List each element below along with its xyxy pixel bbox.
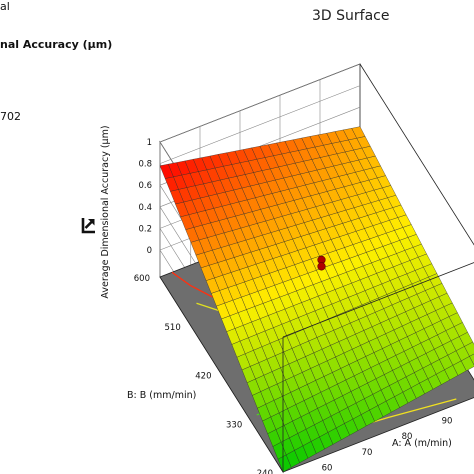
floor-contour xyxy=(171,271,213,298)
surface-cell xyxy=(469,353,474,366)
y-tick-label: 420 xyxy=(195,372,211,382)
x-axis-label: A: A (m/min) xyxy=(392,438,452,449)
x-tick-label: 80 xyxy=(402,432,413,442)
side-panel-line-2: nal Accuracy (µm) xyxy=(0,38,113,51)
side-panel-line-3: 702 xyxy=(0,110,21,123)
back-grid-line xyxy=(159,85,361,164)
external-link-icon[interactable] xyxy=(78,214,100,236)
chart-title: 3D Surface xyxy=(312,8,390,24)
z-tick-label: 1 xyxy=(147,138,152,148)
box-edge xyxy=(282,262,474,338)
x-tick-label: 70 xyxy=(362,448,373,458)
z-tick-label: 0 xyxy=(147,246,152,256)
y-tick-label: 510 xyxy=(165,323,181,333)
y-tick-label: 240 xyxy=(257,469,273,474)
y-tick-label: 600 xyxy=(134,274,150,284)
box-edge xyxy=(359,63,474,246)
z-tick-label: 0.2 xyxy=(138,224,152,234)
x-tick-label: 90 xyxy=(442,417,453,427)
z-tick-label: 0.4 xyxy=(138,203,152,213)
y-axis-label: B: B (mm/min) xyxy=(127,390,196,401)
design-point xyxy=(317,262,326,271)
z-tick-label: 0.6 xyxy=(138,181,152,191)
x-tick-label: 60 xyxy=(322,463,333,473)
surface-cell xyxy=(351,126,366,139)
back-grid-line xyxy=(159,63,361,143)
z-axis-label: Average Dimensional Accuracy (µm) xyxy=(100,125,111,298)
z-tick-label: 0.8 xyxy=(138,160,152,170)
y-tick-label: 330 xyxy=(226,420,242,430)
side-panel-line-1: al xyxy=(0,0,10,13)
